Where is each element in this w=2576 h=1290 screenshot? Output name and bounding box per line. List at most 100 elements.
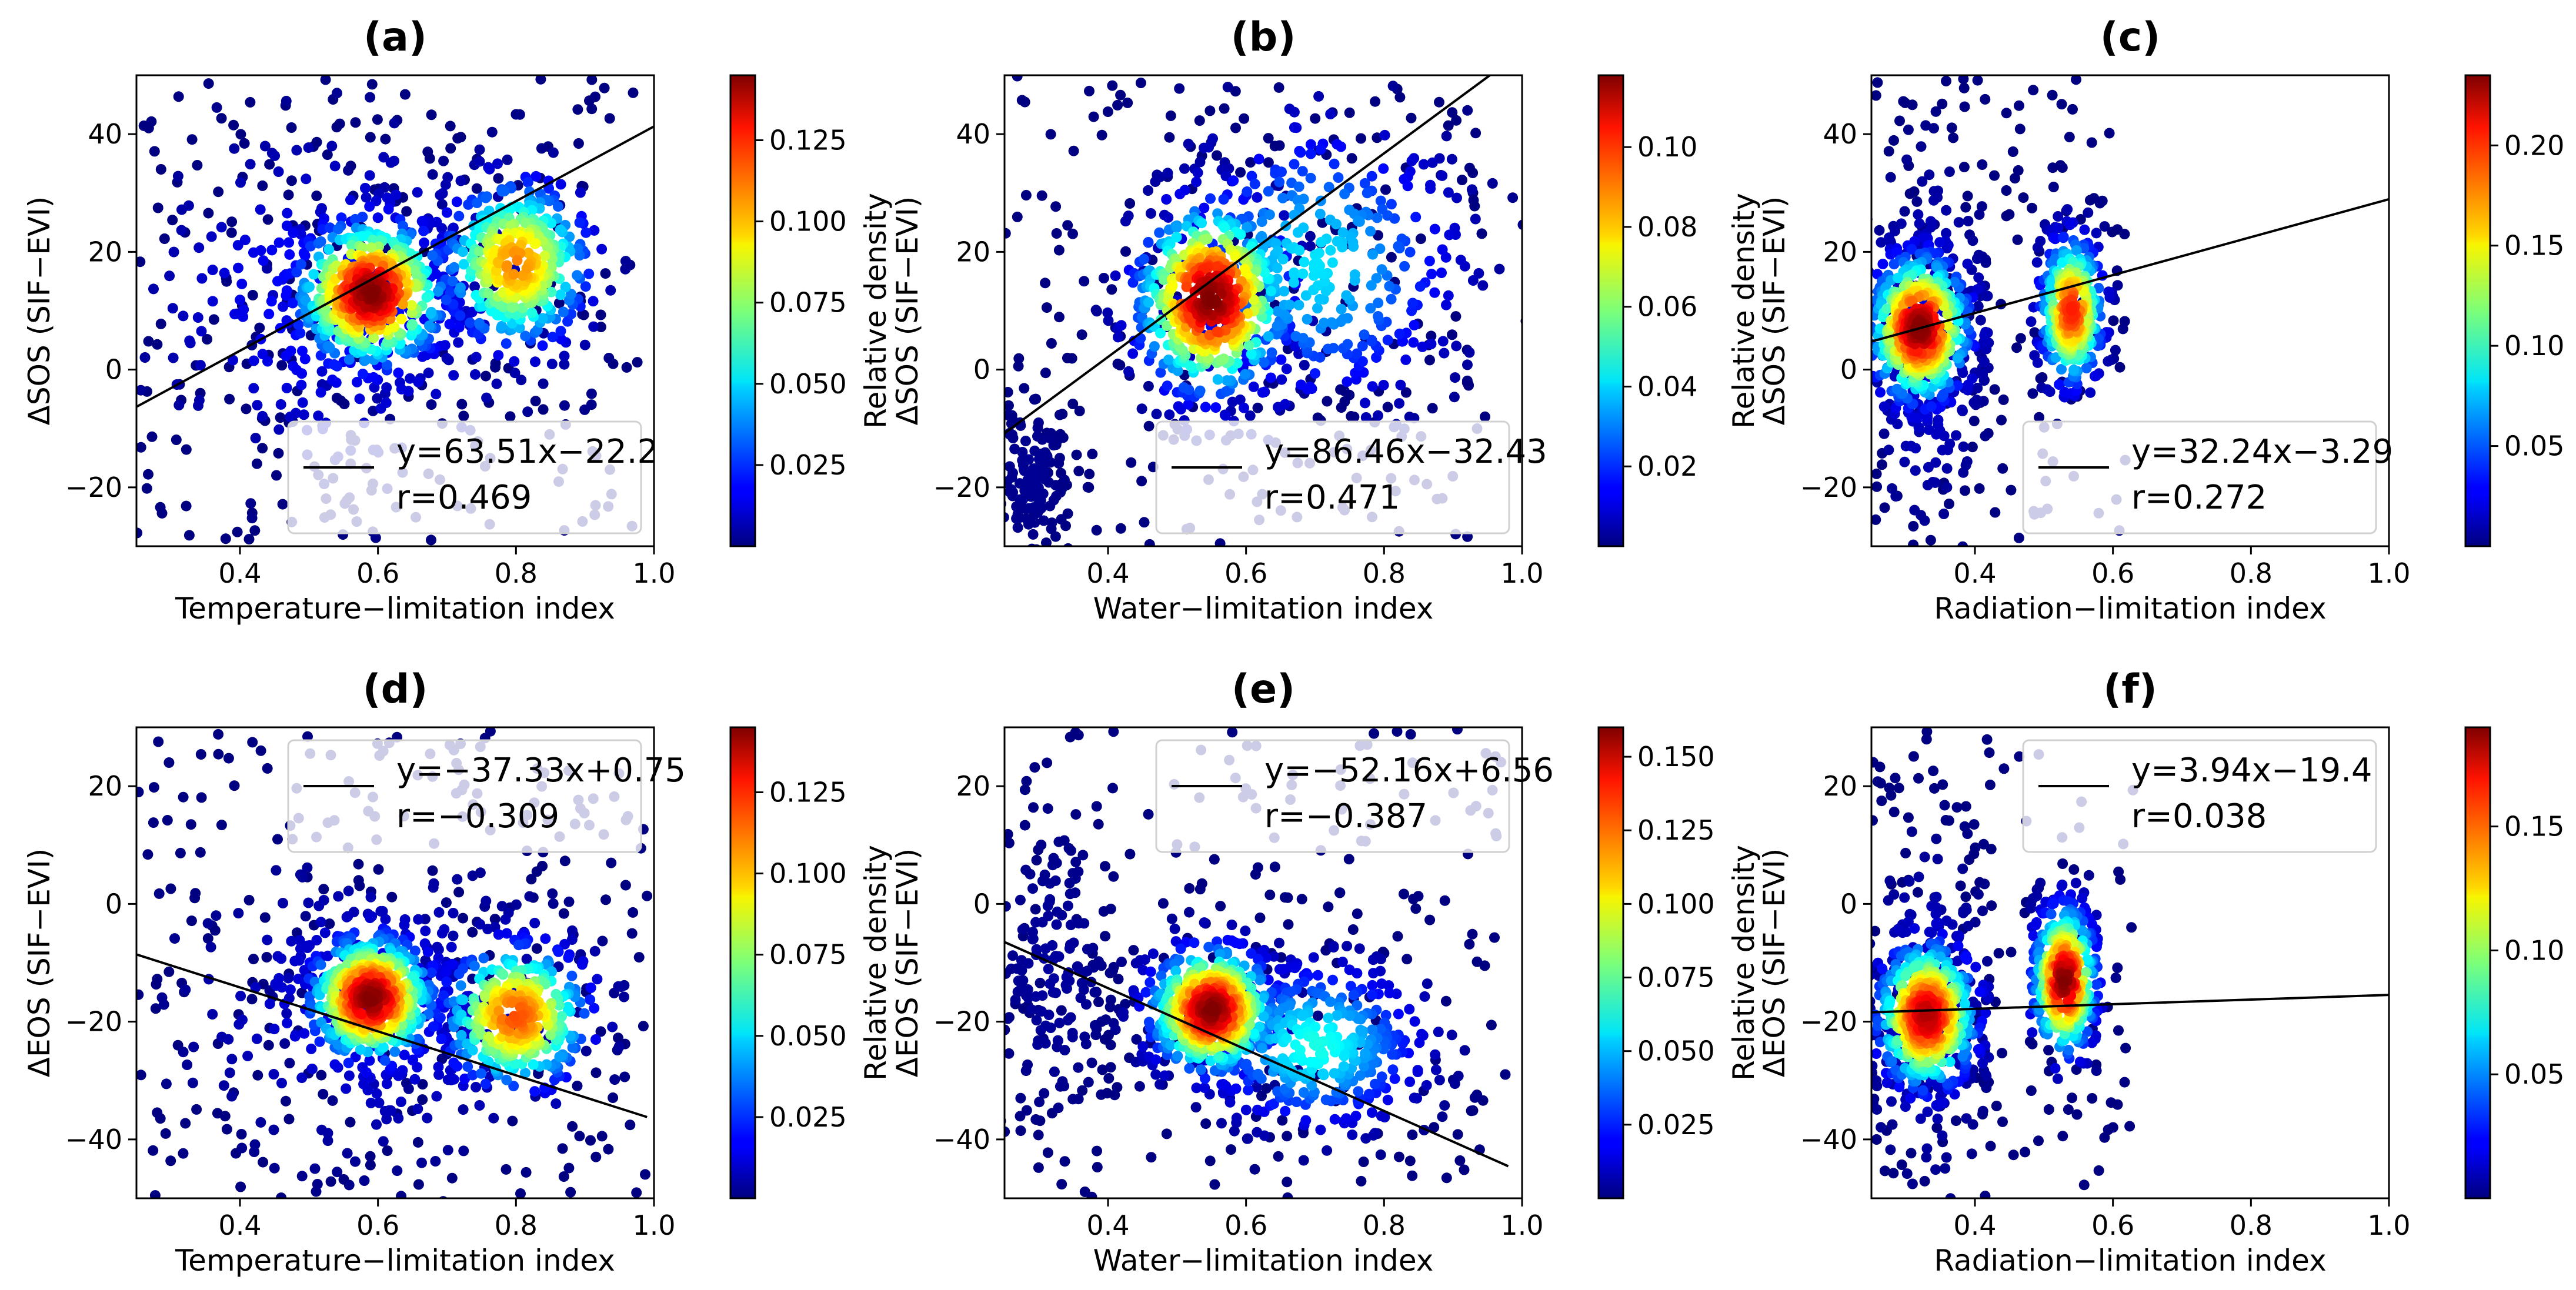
- scatter-point: [1024, 472, 1035, 483]
- scatter-point: [1394, 398, 1405, 409]
- scatter-point: [1927, 219, 1938, 230]
- scatter-point: [1941, 75, 1951, 86]
- scatter-point: [1378, 163, 1389, 174]
- scatter-point: [500, 1164, 512, 1175]
- scatter-point: [249, 1139, 261, 1150]
- scatter-point: [1244, 410, 1256, 422]
- scatter-point: [1851, 320, 1861, 331]
- scatter-point: [291, 266, 302, 278]
- scatter-point: [547, 332, 558, 343]
- scatter-point: [530, 356, 540, 367]
- scatter-point: [247, 737, 258, 748]
- scatter-point: [1272, 246, 1283, 256]
- scatter-point: [136, 989, 144, 1000]
- scatter-point: [255, 1117, 266, 1128]
- scatter-point: [2090, 370, 2100, 382]
- scatter-point: [1194, 115, 1205, 126]
- scatter-point: [502, 154, 513, 165]
- scatter-point: [1026, 560, 1036, 571]
- scatter-point: [1517, 219, 1522, 230]
- scatter-point: [1174, 188, 1186, 199]
- y-axis-label: ΔSOS (SIF−EVI): [1757, 196, 1791, 426]
- scatter-point: [207, 296, 218, 307]
- scatter-point: [490, 362, 501, 373]
- x-tick-label: 1.0: [632, 557, 675, 589]
- scatter-point: [1971, 253, 1983, 265]
- scatter-point: [266, 245, 278, 256]
- scatter-point: [417, 1094, 428, 1105]
- scatter-point: [1973, 272, 1984, 283]
- scatter-point: [1830, 452, 1840, 462]
- scatter-point: [282, 208, 293, 219]
- scatter-point: [1366, 280, 1377, 291]
- legend-box: [2022, 420, 2377, 534]
- scatter-point: [1023, 454, 1035, 465]
- scatter-point: [1277, 192, 1289, 203]
- scatter-point: [136, 1070, 146, 1081]
- panel-a: (a)0.4 0.6 0.8 1.0−2002040Temperature−limit…: [22, 14, 893, 626]
- scatter-point: [512, 255, 523, 266]
- scatter-point: [1952, 380, 1963, 391]
- scatter-point: [1424, 355, 1435, 366]
- scatter-point: [555, 289, 566, 300]
- scatter-point: [1426, 339, 1437, 349]
- scatter-point: [1172, 365, 1183, 376]
- scatter-point: [1899, 456, 1910, 467]
- scatter-point: [478, 953, 489, 964]
- scatter-point: [1071, 449, 1082, 460]
- scatter-point: [155, 502, 166, 513]
- scatter-point: [1110, 270, 1121, 281]
- scatter-point: [417, 351, 428, 362]
- axes-frame: [1870, 74, 2390, 547]
- scatter-point: [353, 858, 364, 870]
- scatter-point: [474, 1100, 485, 1111]
- scatter-point: [275, 412, 286, 423]
- scatter-point: [1325, 245, 1336, 256]
- scatter-point: [1933, 415, 1944, 426]
- scatter-point: [312, 1179, 323, 1189]
- scatter-point: [483, 288, 494, 299]
- scatter-point: [560, 282, 571, 293]
- scatter-point: [2083, 207, 2094, 218]
- scatter-points: [136, 75, 643, 546]
- scatter-point: [1974, 483, 1985, 494]
- scatter-point: [422, 1112, 433, 1124]
- scatter-point: [1967, 235, 1978, 246]
- scatter-point: [1185, 360, 1196, 371]
- scatter-point: [596, 1131, 608, 1142]
- scatter-point: [1289, 106, 1300, 118]
- scatter-point: [183, 200, 194, 211]
- scatter-point: [365, 1159, 376, 1171]
- scatter-point: [1953, 217, 1964, 228]
- scatter-point: [1123, 366, 1134, 377]
- scatter-point: [1887, 483, 1897, 494]
- scatter-point: [365, 1151, 376, 1162]
- scatter-point: [155, 164, 166, 175]
- scatter-point: [1975, 315, 1986, 326]
- scatter-point: [449, 262, 460, 273]
- scatter-point: [1179, 163, 1190, 174]
- scatter-point: [1239, 265, 1250, 276]
- scatter-point: [365, 913, 376, 924]
- scatter-point: [1450, 311, 1461, 322]
- scatter-point: [1946, 122, 1957, 133]
- scatter-point: [1294, 245, 1305, 256]
- scatter-point: [1098, 273, 1109, 283]
- scatter-point: [1310, 249, 1321, 260]
- scatter-point: [418, 218, 429, 229]
- scatter-point: [508, 269, 519, 280]
- x-tick-label: 0.8: [1363, 557, 1406, 589]
- scatter-point: [226, 227, 237, 238]
- scatter-point: [148, 817, 159, 828]
- scatter-point: [343, 354, 355, 365]
- scatter-point: [276, 360, 288, 371]
- scatter-point: [236, 278, 248, 289]
- scatter-point: [1958, 162, 1970, 173]
- scatter-point: [1220, 410, 1231, 421]
- scatter-point: [1084, 85, 1095, 96]
- scatter-point: [436, 199, 448, 210]
- scatter-point: [1136, 476, 1147, 487]
- scatter-point: [559, 359, 570, 370]
- scatter-point: [1386, 252, 1397, 263]
- scatter-point: [219, 268, 230, 279]
